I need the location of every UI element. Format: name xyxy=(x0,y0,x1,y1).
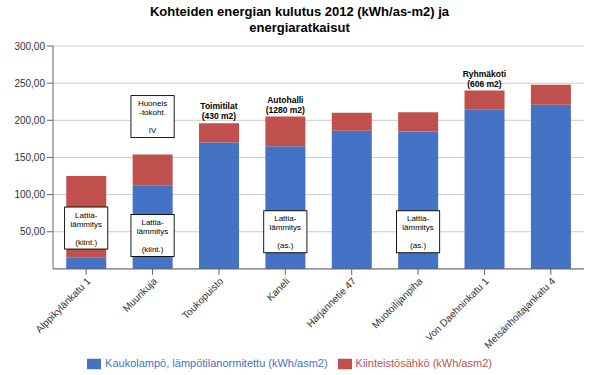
svg-text:150,00: 150,00 xyxy=(14,152,45,163)
svg-text:100,00: 100,00 xyxy=(14,189,45,200)
svg-text:Metsänhoitajankatu 4: Metsänhoitajankatu 4 xyxy=(482,275,557,350)
svg-text:Lattia-lämmitys(kiint.): Lattia-lämmitys(kiint.) xyxy=(70,211,102,247)
svg-text:200,00: 200,00 xyxy=(14,115,45,126)
svg-text:Von Daehninkatu 1: Von Daehninkatu 1 xyxy=(423,275,491,343)
svg-text:Muurikuja: Muurikuja xyxy=(121,275,160,314)
html-text:Kiinteistösähkö (kWh/asm2): Kiinteistösähkö (kWh/asm2) xyxy=(355,356,492,369)
svg-text:Alppikylänkatu 1: Alppikylänkatu 1 xyxy=(33,275,93,335)
svg-text:Lattia-lämmitys(kiint.): Lattia-lämmitys(kiint.) xyxy=(137,218,169,254)
svg-text:250,00: 250,00 xyxy=(14,78,45,89)
svg-text:Muotoilijanpiha: Muotoilijanpiha xyxy=(370,275,425,330)
svg-text:Autohalli(1280 m2): Autohalli(1280 m2) xyxy=(266,95,305,115)
svg-text:Toukopuisto: Toukopuisto xyxy=(180,275,226,321)
html-text:Kohteiden energian kulutus 201: Kohteiden energian kulutus 2012 (kWh/as-… xyxy=(150,4,449,35)
svg-text:Harjannetie 47: Harjannetie 47 xyxy=(304,275,358,329)
svg-text:Huoneis-tokoht.IV: Huoneis-tokoht.IV xyxy=(138,99,167,135)
svg-text:Toimitilat(430 m2): Toimitilat(430 m2) xyxy=(200,101,237,121)
svg-text:50,00: 50,00 xyxy=(20,226,45,237)
svg-text:Kaneli: Kaneli xyxy=(264,276,291,303)
svg-text:300,00: 300,00 xyxy=(14,41,45,52)
svg-text:Lattia-lämmitys(as.): Lattia-lämmitys(as.) xyxy=(402,214,434,250)
svg-text:Ryhmäkoti(606 m2): Ryhmäkoti(606 m2) xyxy=(463,69,506,89)
svg-text:Lattia-lämmitys(as.): Lattia-lämmitys(as.) xyxy=(270,214,302,250)
html-text:Kaukolampö, lämpötilanormitett: Kaukolampö, lämpötilanormitettu (kWh/asm… xyxy=(105,356,328,369)
